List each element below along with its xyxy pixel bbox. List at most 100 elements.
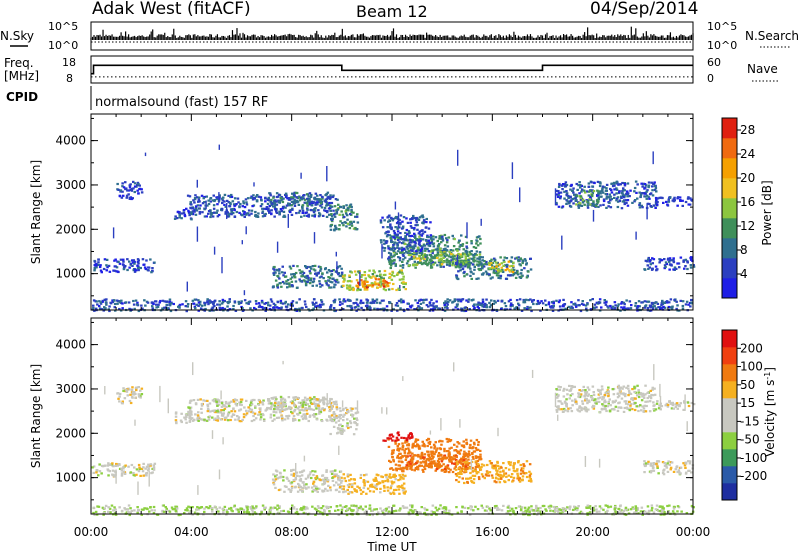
- echo-cell: [557, 190, 560, 193]
- echo-cell: [304, 407, 307, 411]
- echo-cell: [228, 205, 232, 208]
- echo-cell: [135, 388, 138, 392]
- echo-cell: [322, 214, 325, 217]
- echo-cell: [396, 304, 400, 307]
- echo-cell: [393, 236, 397, 239]
- echo-cell: [477, 264, 480, 267]
- echo-cell: [437, 452, 441, 455]
- echo-cell: [404, 441, 407, 444]
- echo-cell: [270, 212, 273, 215]
- echo-cell: [297, 211, 301, 214]
- echo-cell: [341, 222, 344, 225]
- echo-cell: [335, 228, 338, 231]
- echo-cell: [124, 188, 127, 191]
- echo-cell: [453, 238, 456, 241]
- echo-cell: [440, 254, 443, 257]
- echo-cell: [333, 309, 336, 312]
- echo-cell: [396, 244, 399, 247]
- echo-cell: [433, 254, 437, 257]
- echo-cell: [453, 254, 456, 258]
- echo-cell: [179, 419, 183, 422]
- echo-cell: [379, 278, 382, 281]
- echo-cell: [624, 199, 628, 202]
- echo-cell: [207, 303, 210, 306]
- echo-cell: [334, 198, 338, 201]
- echo-cell: [455, 276, 458, 279]
- echo-cell: [622, 189, 625, 192]
- power-colorbar-swatch: [722, 138, 737, 159]
- echo-cell: [452, 255, 455, 258]
- echo-cell: [413, 251, 416, 254]
- echo-cell: [361, 490, 365, 493]
- echo-cell: [613, 184, 616, 187]
- echo-cell: [511, 265, 515, 268]
- echo-cell: [145, 465, 149, 468]
- echo-cell: [257, 302, 261, 305]
- echo-cell: [304, 265, 307, 268]
- echo-cell: [306, 403, 309, 406]
- echo-cell: [314, 477, 317, 480]
- echo-cell: [284, 408, 287, 411]
- echo-cell: [404, 231, 407, 235]
- echo-cell: [232, 207, 236, 210]
- echo-cell: [369, 484, 372, 487]
- echo-cell: [298, 409, 301, 412]
- echo-cell: [379, 221, 383, 224]
- echo-cell: [203, 208, 206, 211]
- echo-cell: [597, 192, 600, 195]
- echo-cell: [676, 304, 679, 307]
- echo-cell: [193, 198, 197, 201]
- echo-cell: [615, 187, 618, 190]
- echo-cell: [246, 197, 250, 200]
- echo-cell: [510, 264, 513, 268]
- echo-cell: [399, 485, 402, 488]
- echo-cell: [465, 245, 468, 248]
- echo-cell: [285, 195, 288, 199]
- echo-cell: [319, 399, 322, 402]
- echo-cell: [286, 197, 289, 200]
- echo-cell: [424, 249, 427, 252]
- echo-cell: [259, 401, 262, 404]
- echo-cell: [340, 481, 343, 484]
- echo-cell: [105, 258, 109, 261]
- echo-cell: [193, 418, 196, 421]
- echo-cell: [338, 424, 341, 427]
- echo-cell: [434, 441, 437, 444]
- echo-cell: [656, 200, 659, 204]
- echo-cell: [168, 298, 172, 301]
- echo-cell: [366, 480, 370, 483]
- echo-cell: [198, 212, 202, 215]
- echo-cell: [504, 269, 507, 272]
- echo-cell: [390, 309, 393, 312]
- echo-cell: [124, 301, 128, 304]
- echo-cell: [413, 469, 416, 472]
- echo-cell: [395, 233, 398, 236]
- echo-cell: [272, 410, 275, 414]
- echo-cell: [98, 463, 101, 466]
- echo-cell: [213, 400, 216, 403]
- echo-cell: [131, 261, 135, 264]
- echo-cell: [618, 199, 621, 203]
- echo-cell: [676, 262, 679, 265]
- echo-cell: [410, 255, 414, 258]
- echo-cell: [120, 469, 124, 472]
- echo-cell: [221, 412, 224, 415]
- echo-cell: [464, 259, 467, 262]
- echo-cell: [313, 396, 316, 399]
- echo-cell: [457, 248, 461, 251]
- echo-cell: [401, 260, 404, 263]
- echo-cell: [607, 306, 610, 309]
- echo-cell: [569, 188, 572, 191]
- echo-cell: [457, 254, 460, 257]
- echo-cell: [355, 284, 359, 287]
- echo-cell: [113, 269, 117, 272]
- echo-cell: [654, 206, 657, 209]
- echo-cell: [301, 405, 305, 408]
- echo-cell: [334, 489, 338, 492]
- echo-cell: [273, 215, 276, 218]
- power-echo-layer: [91, 144, 696, 313]
- echo-cell: [499, 256, 502, 259]
- echo-cell: [401, 473, 404, 476]
- echo-cell: [264, 309, 267, 312]
- echo-cell: [149, 463, 153, 466]
